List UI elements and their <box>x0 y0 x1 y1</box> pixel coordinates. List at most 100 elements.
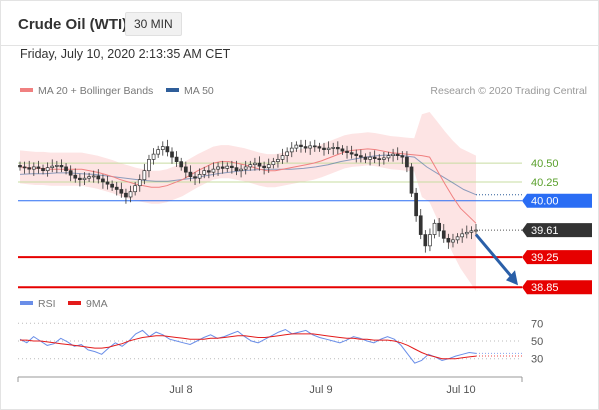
candle-up <box>266 164 271 169</box>
support-tag <box>522 250 592 265</box>
candle-up <box>368 156 372 160</box>
rsi-legend-swatch <box>20 301 33 305</box>
support-tag <box>522 280 592 295</box>
candle-up <box>54 165 59 167</box>
candle-down <box>105 181 110 185</box>
candle-up <box>160 146 165 150</box>
candle-down <box>414 192 418 217</box>
candle-up <box>474 229 478 232</box>
candle-down <box>437 222 442 232</box>
candle-down <box>96 175 101 180</box>
instrument-title: Crude Oil (WTI) <box>18 16 128 33</box>
candle-down <box>349 152 354 155</box>
rsi-9ma-line <box>20 333 477 360</box>
candle-down <box>322 147 326 150</box>
candle-up <box>382 157 386 160</box>
pivot-label: 40.00 <box>531 196 559 208</box>
candle-up <box>45 167 50 172</box>
rsi-tick-label: 50 <box>531 336 543 348</box>
ma50-line <box>19 154 477 196</box>
candle-down <box>230 165 234 169</box>
candle-up <box>308 145 313 149</box>
rsi-tick-label: 30 <box>531 354 543 366</box>
candle-up <box>87 176 91 179</box>
candle-down <box>206 170 211 173</box>
candle-down <box>101 178 105 183</box>
candle-down <box>41 168 45 172</box>
forecast-arrow-head <box>506 270 518 286</box>
candle-down <box>78 177 82 181</box>
candle-down <box>193 176 197 179</box>
candle-down <box>73 174 78 179</box>
candle-up <box>285 151 290 156</box>
candle-down <box>110 183 114 188</box>
legend-swatch <box>166 88 179 92</box>
candle-up <box>128 191 133 198</box>
candle-down <box>27 167 32 170</box>
candle-up <box>239 168 243 172</box>
candle-down <box>423 234 428 247</box>
candle-down <box>64 166 68 172</box>
ma20-line <box>19 148 477 224</box>
rsi-legend-label: RSI <box>38 298 56 310</box>
candle-up <box>460 233 465 238</box>
candle-down <box>303 146 308 149</box>
candle-up <box>91 175 96 178</box>
candle-down <box>409 166 414 194</box>
candle-up <box>248 164 253 168</box>
candle-up <box>147 159 151 172</box>
candle-up <box>469 230 474 233</box>
candle-up <box>464 231 469 235</box>
candle-down <box>22 166 27 169</box>
candle-up <box>225 165 230 169</box>
candle-down <box>165 146 170 153</box>
candle-down <box>354 153 359 156</box>
candle-down <box>418 215 423 235</box>
candle-down <box>377 158 382 160</box>
candle-up <box>451 239 455 243</box>
candle-down <box>114 186 119 190</box>
candle-up <box>151 153 156 160</box>
candle-down <box>36 166 41 169</box>
candle-up <box>280 155 285 160</box>
candle-down <box>257 162 262 167</box>
candle-down <box>372 156 377 159</box>
forecast-arrow-shaft <box>474 233 514 279</box>
candle-down <box>18 165 22 168</box>
candle-up <box>289 147 294 153</box>
candle-up <box>276 159 280 162</box>
candle-down <box>395 153 400 156</box>
credit-text: Research © 2020 Trading Central <box>430 85 587 97</box>
rsi-line <box>19 328 477 364</box>
candle-down <box>441 230 446 239</box>
candle-down <box>358 155 363 158</box>
candle-down <box>179 161 184 168</box>
interval-selector[interactable]: 30 MIN <box>125 12 182 36</box>
support-label: 38.85 <box>531 282 559 294</box>
candle-down <box>220 166 225 169</box>
pivot-tag <box>522 193 592 208</box>
candle-down <box>335 147 340 150</box>
candle-down <box>170 151 174 158</box>
rsi-tick-label: 70 <box>531 318 543 330</box>
legend-swatch <box>20 88 33 92</box>
resistance-label: 40.50 <box>531 158 559 170</box>
last-price-label: 39.61 <box>531 225 559 237</box>
rsi-legend-label: 9MA <box>86 298 108 310</box>
candle-down <box>446 237 451 243</box>
candle-down <box>262 165 266 169</box>
candle-up <box>216 166 220 170</box>
chart-datetime: Friday, July 10, 2020 2:13:35 AM CET <box>20 47 231 61</box>
candle-down <box>124 192 128 198</box>
candle-down <box>400 155 405 158</box>
candle-up <box>202 170 207 175</box>
candle-down <box>363 156 368 160</box>
candle-up <box>211 168 216 173</box>
candle-up <box>137 179 142 187</box>
candle-up <box>331 147 336 149</box>
rsi-legend-swatch <box>68 301 81 305</box>
candle-down <box>405 156 409 168</box>
widget-header: Crude Oil (WTI) 30 MIN <box>1 1 598 46</box>
